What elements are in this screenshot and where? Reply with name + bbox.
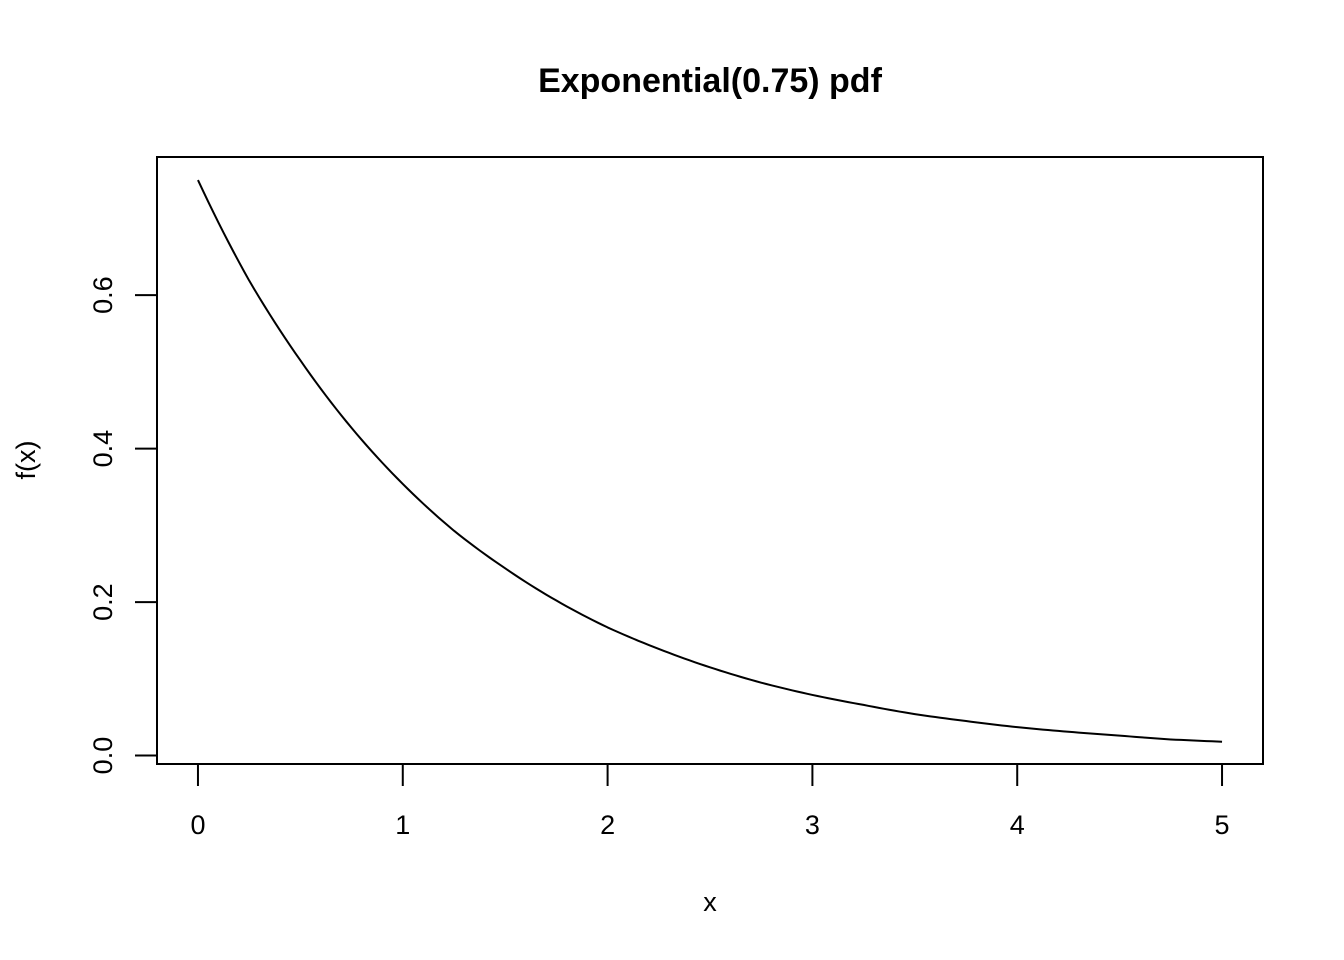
x-axis-label: x — [703, 887, 717, 917]
plot-frame — [156, 156, 1264, 765]
x-tick-label: 0 — [190, 810, 205, 840]
x-axis: 0 1 2 3 4 5 — [190, 763, 1230, 840]
y-axis-label: f(x) — [11, 441, 41, 480]
chart-title: Exponential(0.75) pdf — [538, 62, 882, 100]
x-tick-label: 1 — [395, 810, 410, 840]
x-tick-label: 2 — [600, 810, 615, 840]
x-tick-label: 3 — [805, 810, 820, 840]
y-tick-label: 0.6 — [88, 276, 118, 314]
y-tick-label: 0.0 — [88, 737, 118, 775]
y-axis: 0.0 0.2 0.4 0.6 — [88, 276, 158, 775]
x-tick-label: 5 — [1215, 810, 1230, 840]
y-tick-label: 0.4 — [88, 430, 118, 468]
series-group — [197, 179, 1223, 743]
y-tick-label: 0.2 — [88, 583, 118, 621]
pdf-curve — [197, 179, 1223, 743]
x-tick-label: 4 — [1010, 810, 1025, 840]
